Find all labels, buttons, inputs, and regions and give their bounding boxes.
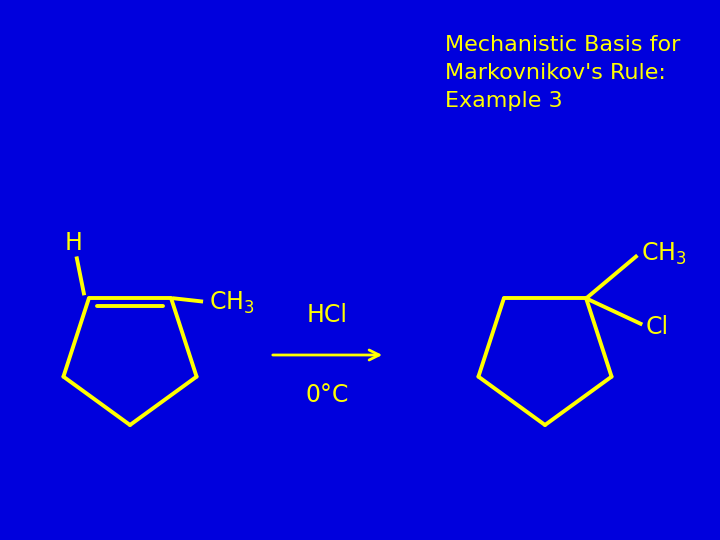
Text: $\mathregular{CH_3}$: $\mathregular{CH_3}$ xyxy=(209,291,255,316)
Text: H: H xyxy=(65,231,83,255)
Text: Cl: Cl xyxy=(646,315,669,339)
Text: 0°C: 0°C xyxy=(306,383,349,407)
Text: Mechanistic Basis for
Markovnikov's Rule:
Example 3: Mechanistic Basis for Markovnikov's Rule… xyxy=(445,35,680,111)
Text: $\mathregular{CH_3}$: $\mathregular{CH_3}$ xyxy=(641,240,687,267)
Text: HCl: HCl xyxy=(307,303,348,327)
